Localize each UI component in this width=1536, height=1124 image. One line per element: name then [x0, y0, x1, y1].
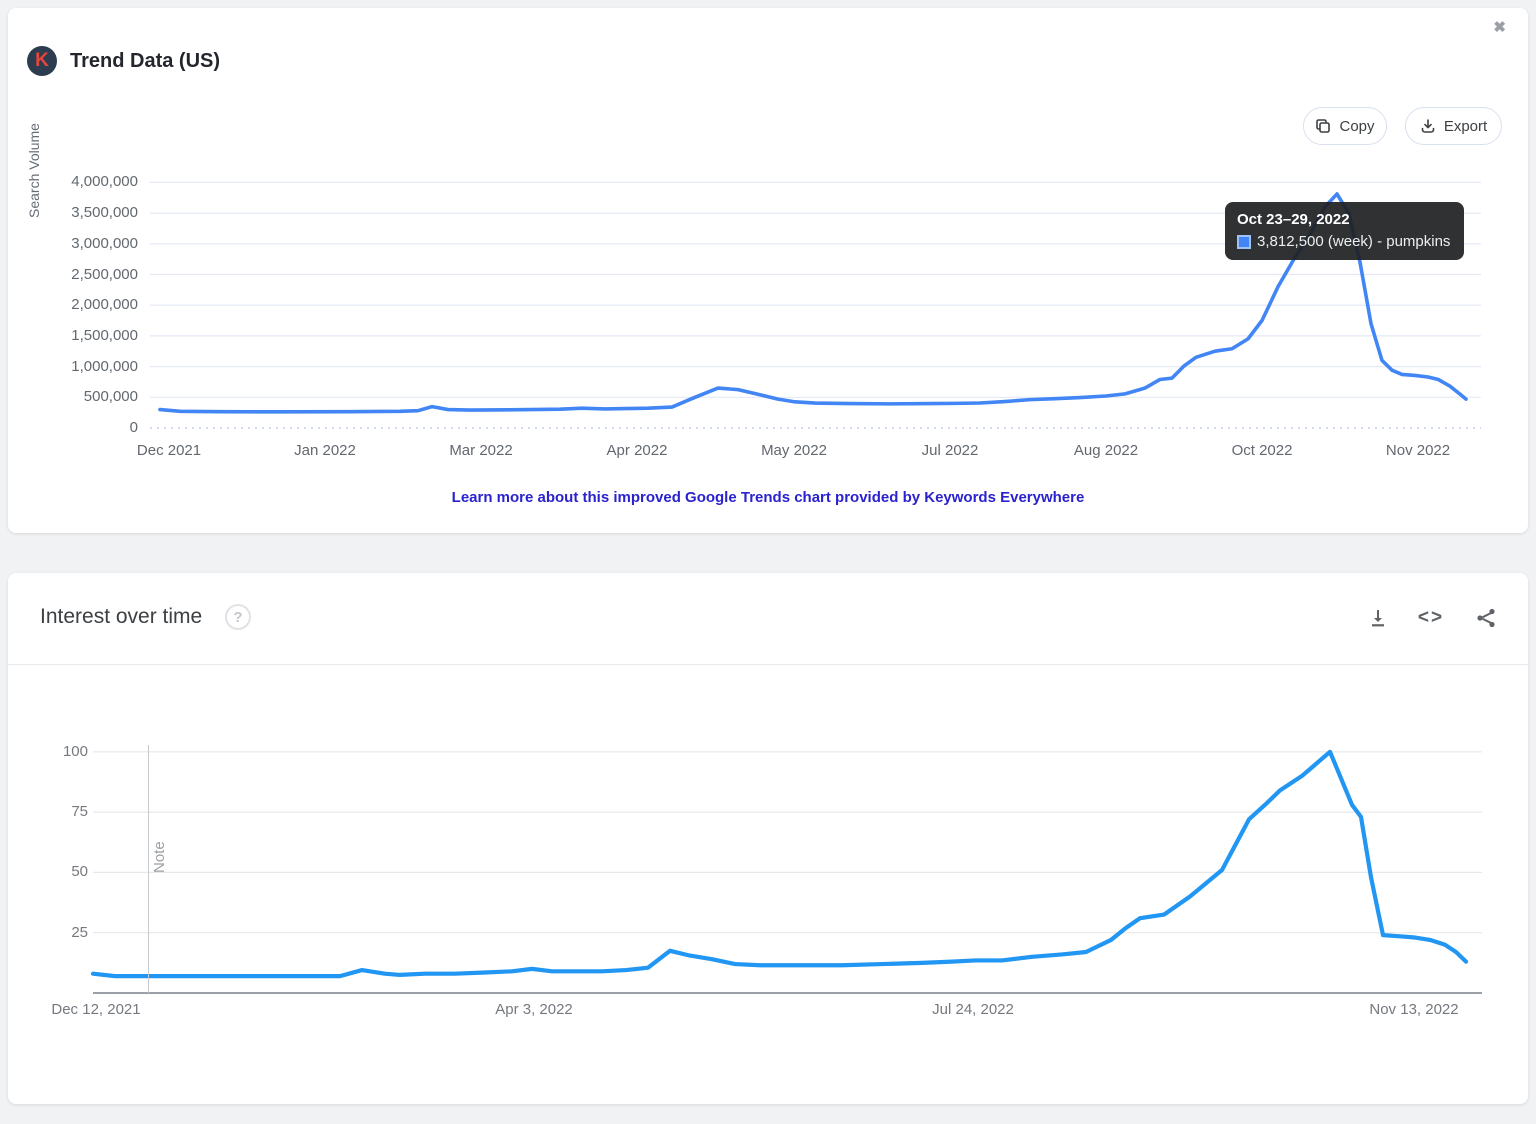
y-tick-label: 4,000,000	[71, 173, 138, 191]
x-tick-label: Oct 2022	[1231, 442, 1293, 459]
x-tick-label: Apr 3, 2022	[495, 1001, 573, 1018]
trend-data-card: K Trend Data (US) ✖ Copy Export S	[8, 8, 1528, 533]
y-tick-label: 500,000	[83, 388, 138, 406]
x-tick-label: Apr 2022	[606, 442, 668, 459]
copy-icon	[1315, 118, 1331, 134]
series-swatch-icon	[1237, 234, 1251, 249]
export-button-label: Export	[1443, 117, 1488, 135]
page-title: Trend Data (US)	[70, 50, 221, 72]
y-tick-label: 100	[62, 742, 88, 760]
search-volume-chart[interactable]: Search Volume Oct 23–29, 2022 3,812,500 …	[8, 8, 1528, 533]
y-tick-label: 3,000,000	[71, 234, 138, 252]
trend-line-plot	[150, 181, 1481, 429]
x-tick-label: May 2022	[761, 442, 827, 459]
copy-button-label: Copy	[1339, 117, 1375, 135]
y-tick-label: 2,000,000	[71, 296, 138, 314]
copy-button[interactable]: Copy	[1303, 107, 1387, 145]
y-tick-label: 3,500,000	[71, 204, 138, 222]
interest-over-time-card: Interest over time ? <> Note 25 50 75 100 De…	[8, 573, 1528, 1104]
note-label: Note	[151, 841, 168, 873]
keywords-everywhere-logo-icon: K	[27, 46, 57, 76]
learn-more-link[interactable]: Learn more about this improved Google Tr…	[451, 489, 1085, 506]
chart-tooltip: Oct 23–29, 2022 3,812,500 (week) - pumpk…	[1225, 202, 1465, 260]
help-icon[interactable]: ?	[225, 604, 251, 630]
y-tick-label: 50	[71, 863, 88, 881]
y-tick-label: 1,500,000	[71, 326, 138, 344]
tooltip-date: Oct 23–29, 2022	[1237, 211, 1350, 228]
y-tick-label: 1,000,000	[71, 357, 138, 375]
x-tick-label: Aug 2022	[1073, 442, 1139, 459]
y-tick-label: 0	[129, 419, 138, 436]
export-button[interactable]: Export	[1405, 107, 1502, 145]
x-tick-label: Nov 13, 2022	[1369, 1001, 1459, 1018]
interest-header: Interest over time ? <>	[8, 573, 1528, 665]
x-tick-label: Dec 2021	[136, 442, 202, 459]
y-tick-label: 25	[71, 923, 88, 941]
share-icon[interactable]	[1473, 605, 1499, 631]
note-marker-line	[148, 745, 149, 993]
close-icon[interactable]: ✖	[1493, 19, 1506, 36]
interest-line-plot	[90, 749, 1482, 994]
x-tick-label: Nov 2022	[1385, 442, 1451, 459]
interest-title: Interest over time	[40, 605, 203, 628]
x-tick-label: Jul 24, 2022	[932, 1001, 1014, 1018]
google-trends-chart[interactable]: Note 25 50 75 100 Dec 12, 2021 Apr 3, 2022 Jul…	[8, 573, 1528, 1104]
download-icon[interactable]	[1365, 605, 1391, 631]
x-tick-label: Mar 2022	[449, 442, 513, 459]
embed-code-icon[interactable]: <>	[1417, 607, 1445, 628]
x-tick-label: Jul 2022	[921, 442, 979, 459]
export-download-icon	[1420, 118, 1436, 134]
x-tick-label: Jan 2022	[294, 442, 356, 459]
x-tick-label: Dec 12, 2021	[51, 1001, 141, 1018]
y-tick-label: 75	[71, 803, 88, 821]
tooltip-value: 3,812,500 (week) - pumpkins	[1257, 233, 1451, 250]
y-tick-label: 2,500,000	[71, 265, 138, 283]
